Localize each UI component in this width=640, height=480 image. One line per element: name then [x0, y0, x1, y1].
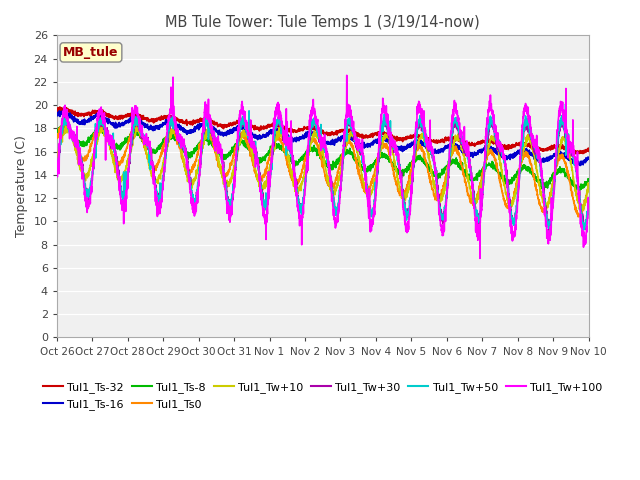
Y-axis label: Temperature (C): Temperature (C) [15, 135, 28, 237]
Legend: Tul1_Ts-32, Tul1_Ts-16, Tul1_Ts-8, Tul1_Ts0, Tul1_Tw+10, Tul1_Tw+30, Tul1_Tw+50,: Tul1_Ts-32, Tul1_Ts-16, Tul1_Ts-8, Tul1_… [38, 378, 607, 414]
Title: MB Tule Tower: Tule Temps 1 (3/19/14-now): MB Tule Tower: Tule Temps 1 (3/19/14-now… [165, 15, 480, 30]
Text: MB_tule: MB_tule [63, 46, 118, 59]
